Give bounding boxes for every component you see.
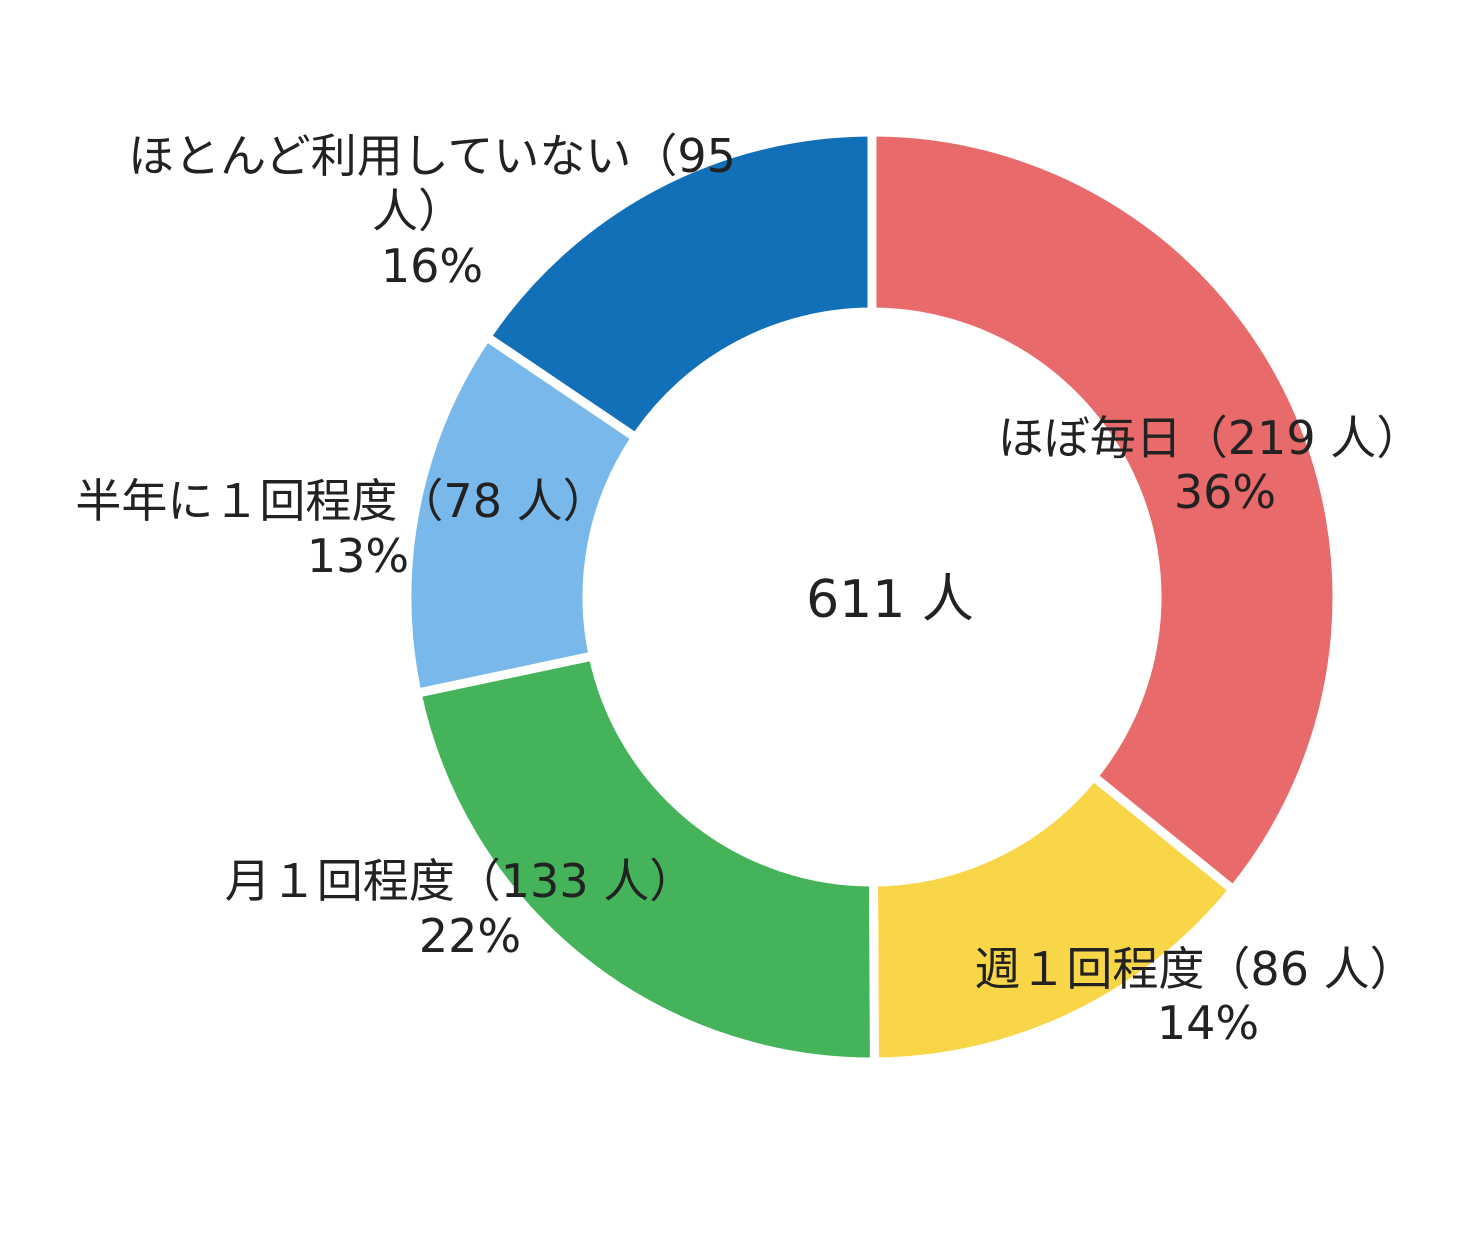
label-rarely-category: ほとんど利用していない	[128, 129, 631, 183]
center-total-label: 611 人	[806, 570, 974, 630]
label-weekly-percent: 14%	[1157, 996, 1259, 1050]
label-rarely-count: （95	[631, 129, 736, 183]
label-daily: ほぼ毎日（219 人）	[998, 411, 1422, 465]
label-rarely: ほとんど利用していない（95	[128, 129, 736, 183]
label-monthly-count: （133 人）	[455, 854, 695, 908]
label-daily-percent: 36%	[1174, 465, 1276, 519]
slice-daily	[867, 127, 1342, 897]
donut-slices	[402, 127, 1342, 1067]
label-daily-category: ほぼ毎日	[998, 411, 1182, 465]
label-monthly-category: 月１回程度	[225, 854, 455, 908]
label-half-year-count: （78 人）	[397, 474, 608, 528]
label-weekly-count: （86 人）	[1204, 942, 1415, 996]
label-monthly-percent: 22%	[419, 909, 521, 963]
slice-monthly	[411, 650, 879, 1067]
label-half-year-percent: 13%	[307, 529, 409, 583]
label-half-year: 半年に１回程度（78 人）	[75, 474, 608, 528]
label-rarely-percent: 16%	[381, 239, 483, 293]
label-rarely-count-2: 人）	[372, 184, 464, 238]
label-weekly: 週１回程度（86 人）	[974, 942, 1415, 996]
label-daily-count: （219 人）	[1182, 411, 1422, 465]
label-weekly-category: 週１回程度	[974, 942, 1204, 996]
label-half-year-category: 半年に１回程度	[75, 474, 397, 528]
slice-rarely	[480, 127, 877, 444]
label-monthly: 月１回程度（133 人）	[225, 854, 695, 908]
slice-weekly	[868, 770, 1240, 1067]
